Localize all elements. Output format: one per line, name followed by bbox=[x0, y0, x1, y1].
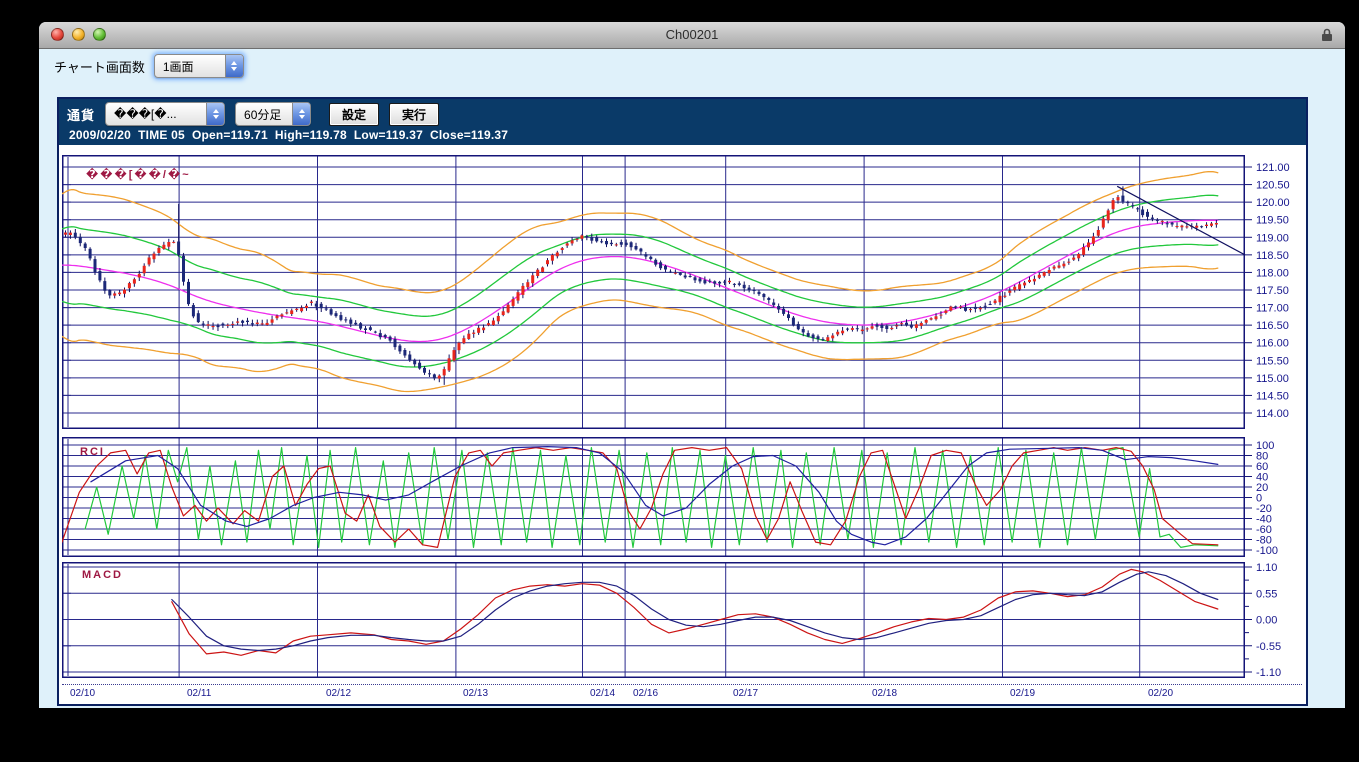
svg-text:80: 80 bbox=[1256, 451, 1268, 463]
svg-text:121.00: 121.00 bbox=[1256, 162, 1290, 174]
x-axis-date-label: 02/20 bbox=[1148, 688, 1174, 699]
svg-text:118.00: 118.00 bbox=[1256, 267, 1289, 279]
x-axis-date-label: 02/13 bbox=[463, 688, 489, 699]
svg-text:120.50: 120.50 bbox=[1256, 180, 1290, 192]
x-axis-labels: 02/10 02/11 02/12 02/13 02/14 02/16 02/17 02/18… bbox=[62, 684, 1302, 700]
svg-text:119.50: 119.50 bbox=[1256, 215, 1289, 227]
app-window: Ch00201 チャート画面数 1画面 通貨 ���[�... bbox=[39, 22, 1345, 708]
currency-select[interactable]: ���[�... bbox=[105, 102, 226, 126]
lock-icon[interactable] bbox=[1321, 28, 1333, 47]
x-axis-date-label: 02/10 bbox=[70, 688, 96, 699]
title-bar[interactable]: Ch00201 bbox=[39, 22, 1345, 49]
svg-text:-60: -60 bbox=[1256, 524, 1272, 536]
svg-text:0.00: 0.00 bbox=[1256, 615, 1277, 627]
svg-text:117.50: 117.50 bbox=[1256, 285, 1289, 297]
x-axis-date-label: 02/16 bbox=[633, 688, 659, 699]
svg-text:60: 60 bbox=[1256, 461, 1268, 473]
svg-text:118.50: 118.50 bbox=[1256, 250, 1289, 262]
chart-count-select[interactable]: 1画面 bbox=[153, 54, 244, 78]
timeframe-select[interactable]: 60分足 bbox=[235, 102, 312, 126]
svg-text:1.10: 1.10 bbox=[1256, 562, 1277, 574]
svg-text:-1.10: -1.10 bbox=[1256, 667, 1281, 678]
svg-text:40: 40 bbox=[1256, 472, 1268, 484]
chart-body: 121.00 120.50 120.00 119.50 119.00 118.50 118.… bbox=[59, 145, 1306, 704]
price-chart: 121.00 120.50 120.00 119.50 119.00 118.50 118.… bbox=[62, 155, 1290, 429]
svg-text:-80: -80 bbox=[1256, 535, 1272, 547]
svg-text:0.55: 0.55 bbox=[1256, 588, 1277, 600]
svg-text:116.00: 116.00 bbox=[1256, 338, 1289, 350]
settings-button[interactable]: 設定 bbox=[329, 102, 380, 126]
svg-text:-40: -40 bbox=[1256, 514, 1272, 526]
x-axis-date-label: 02/14 bbox=[590, 688, 616, 699]
svg-text:115.50: 115.50 bbox=[1256, 355, 1289, 367]
svg-text:MACD: MACD bbox=[82, 569, 123, 581]
window-controls bbox=[51, 28, 106, 41]
svg-text:0: 0 bbox=[1256, 493, 1262, 505]
svg-text:-0.55: -0.55 bbox=[1256, 641, 1281, 653]
stepper-arrows-icon bbox=[206, 103, 225, 125]
svg-text:100: 100 bbox=[1256, 440, 1274, 452]
x-axis-date-label: 02/12 bbox=[326, 688, 352, 699]
svg-text:117.00: 117.00 bbox=[1256, 303, 1289, 315]
svg-text:20: 20 bbox=[1256, 482, 1268, 494]
ohlc-info: 2009/02/20 TIME 05 Open=119.71 High=119.… bbox=[69, 128, 509, 142]
chart-panel: 通貨 ���[�... 60分足 設定 実行 2009/02/20 TIME 0… bbox=[57, 97, 1308, 706]
zoom-button[interactable] bbox=[93, 28, 106, 41]
chart-header: 通貨 ���[�... 60分足 設定 実行 2009/02/20 TIME 0… bbox=[59, 99, 1306, 145]
window-title: Ch00201 bbox=[665, 27, 719, 42]
x-axis-date-label: 02/19 bbox=[1010, 688, 1036, 699]
svg-text:116.50: 116.50 bbox=[1256, 320, 1289, 332]
chart-count-toolbar: チャート画面数 1画面 bbox=[39, 48, 244, 84]
stepper-arrows-icon bbox=[224, 55, 243, 77]
x-axis-date-label: 02/18 bbox=[872, 688, 898, 699]
svg-text:114.00: 114.00 bbox=[1256, 408, 1289, 420]
x-axis-date-label: 02/17 bbox=[733, 688, 759, 699]
svg-text:���[��/�~: ���[��/�~ bbox=[86, 167, 191, 181]
x-axis-date-label: 02/11 bbox=[187, 688, 212, 699]
macd-chart: 1.10 0.55 0.00 -0.55 -1.10 MACD bbox=[62, 562, 1281, 678]
svg-text:RCI: RCI bbox=[80, 446, 105, 458]
svg-text:119.00: 119.00 bbox=[1256, 232, 1289, 244]
svg-text:-100: -100 bbox=[1256, 545, 1278, 557]
svg-text:114.50: 114.50 bbox=[1256, 390, 1289, 402]
svg-text:-20: -20 bbox=[1256, 503, 1272, 515]
minimize-button[interactable] bbox=[72, 28, 85, 41]
currency-label: 通貨 bbox=[67, 107, 96, 123]
svg-text:120.00: 120.00 bbox=[1256, 197, 1290, 209]
chart-count-label: チャート画面数 bbox=[54, 59, 145, 75]
run-button[interactable]: 実行 bbox=[389, 102, 440, 126]
svg-text:115.00: 115.00 bbox=[1256, 373, 1289, 385]
close-button[interactable] bbox=[51, 28, 64, 41]
stepper-arrows-icon bbox=[292, 103, 311, 125]
